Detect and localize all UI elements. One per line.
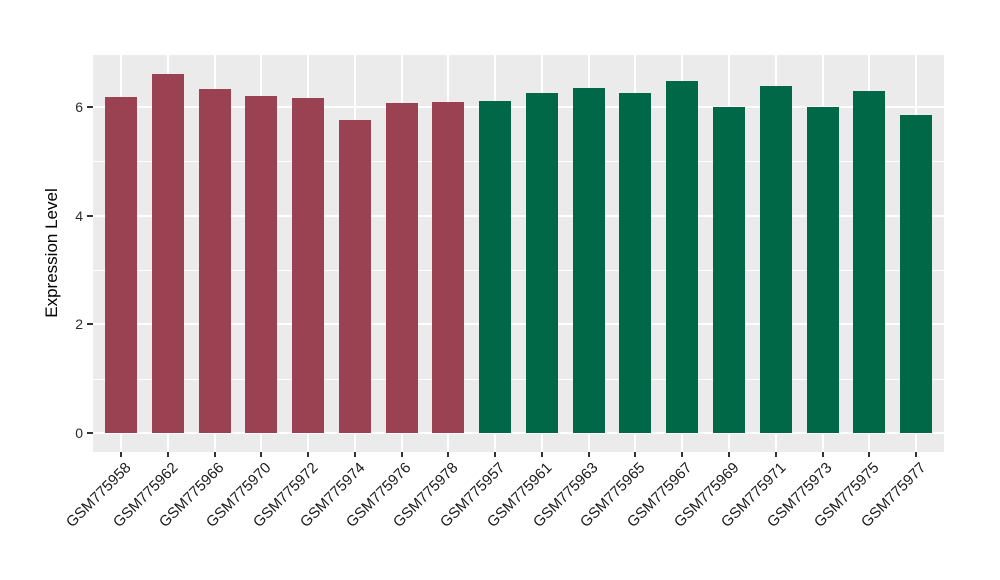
x-tick-mark — [260, 452, 263, 457]
bar-GSM775958 — [105, 97, 138, 434]
x-tick-mark — [915, 452, 918, 457]
gridline-major — [93, 323, 944, 326]
x-tick-mark — [868, 452, 871, 457]
gridline-major — [93, 105, 944, 108]
bar-GSM775969 — [712, 106, 745, 434]
y-tick-mark — [87, 323, 93, 326]
y-tick-label: 2 — [75, 316, 83, 333]
bar-GSM775961 — [525, 93, 558, 434]
bar-GSM775970 — [245, 96, 278, 434]
x-tick-mark — [494, 452, 497, 457]
y-tick-mark — [87, 214, 93, 217]
bar-GSM775975 — [853, 91, 886, 434]
x-tick-mark — [540, 452, 543, 457]
x-tick-mark — [447, 452, 450, 457]
bar-GSM775978 — [432, 102, 465, 434]
x-tick-mark — [166, 452, 169, 457]
y-tick-label: 0 — [75, 425, 83, 442]
gridline-minor — [93, 161, 944, 163]
bar-GSM775967 — [666, 81, 699, 434]
x-tick-mark — [634, 452, 637, 457]
gridline-minor — [93, 270, 944, 271]
bar-GSM775957 — [479, 101, 512, 434]
gridline-minor — [93, 378, 944, 380]
x-tick-mark — [213, 452, 216, 457]
gridline-major — [93, 214, 944, 217]
bar-GSM775962 — [151, 74, 184, 434]
y-tick-mark — [87, 432, 93, 435]
bar-GSM775971 — [759, 86, 792, 434]
bar-GSM775977 — [900, 114, 933, 434]
bar-GSM775972 — [292, 98, 325, 434]
bar-GSM775966 — [198, 89, 231, 434]
x-tick-mark — [307, 452, 310, 457]
x-tick-mark — [353, 452, 356, 457]
gridline-major — [93, 432, 944, 435]
bar-GSM775963 — [572, 88, 605, 434]
bar-GSM775976 — [385, 103, 418, 434]
x-tick-mark — [727, 452, 730, 457]
bar-GSM775973 — [806, 106, 839, 434]
plot-panel — [93, 55, 944, 452]
x-tick-mark — [774, 452, 777, 457]
y-tick-label: 4 — [75, 207, 83, 224]
x-tick-mark — [587, 452, 590, 457]
x-tick-mark — [400, 452, 403, 457]
y-tick-label: 6 — [75, 98, 83, 115]
x-tick-mark — [120, 452, 123, 457]
bar-GSM775965 — [619, 93, 652, 434]
bar-GSM775974 — [338, 120, 371, 434]
x-tick-mark — [821, 452, 824, 457]
y-tick-mark — [87, 105, 93, 108]
x-tick-mark — [681, 452, 684, 457]
